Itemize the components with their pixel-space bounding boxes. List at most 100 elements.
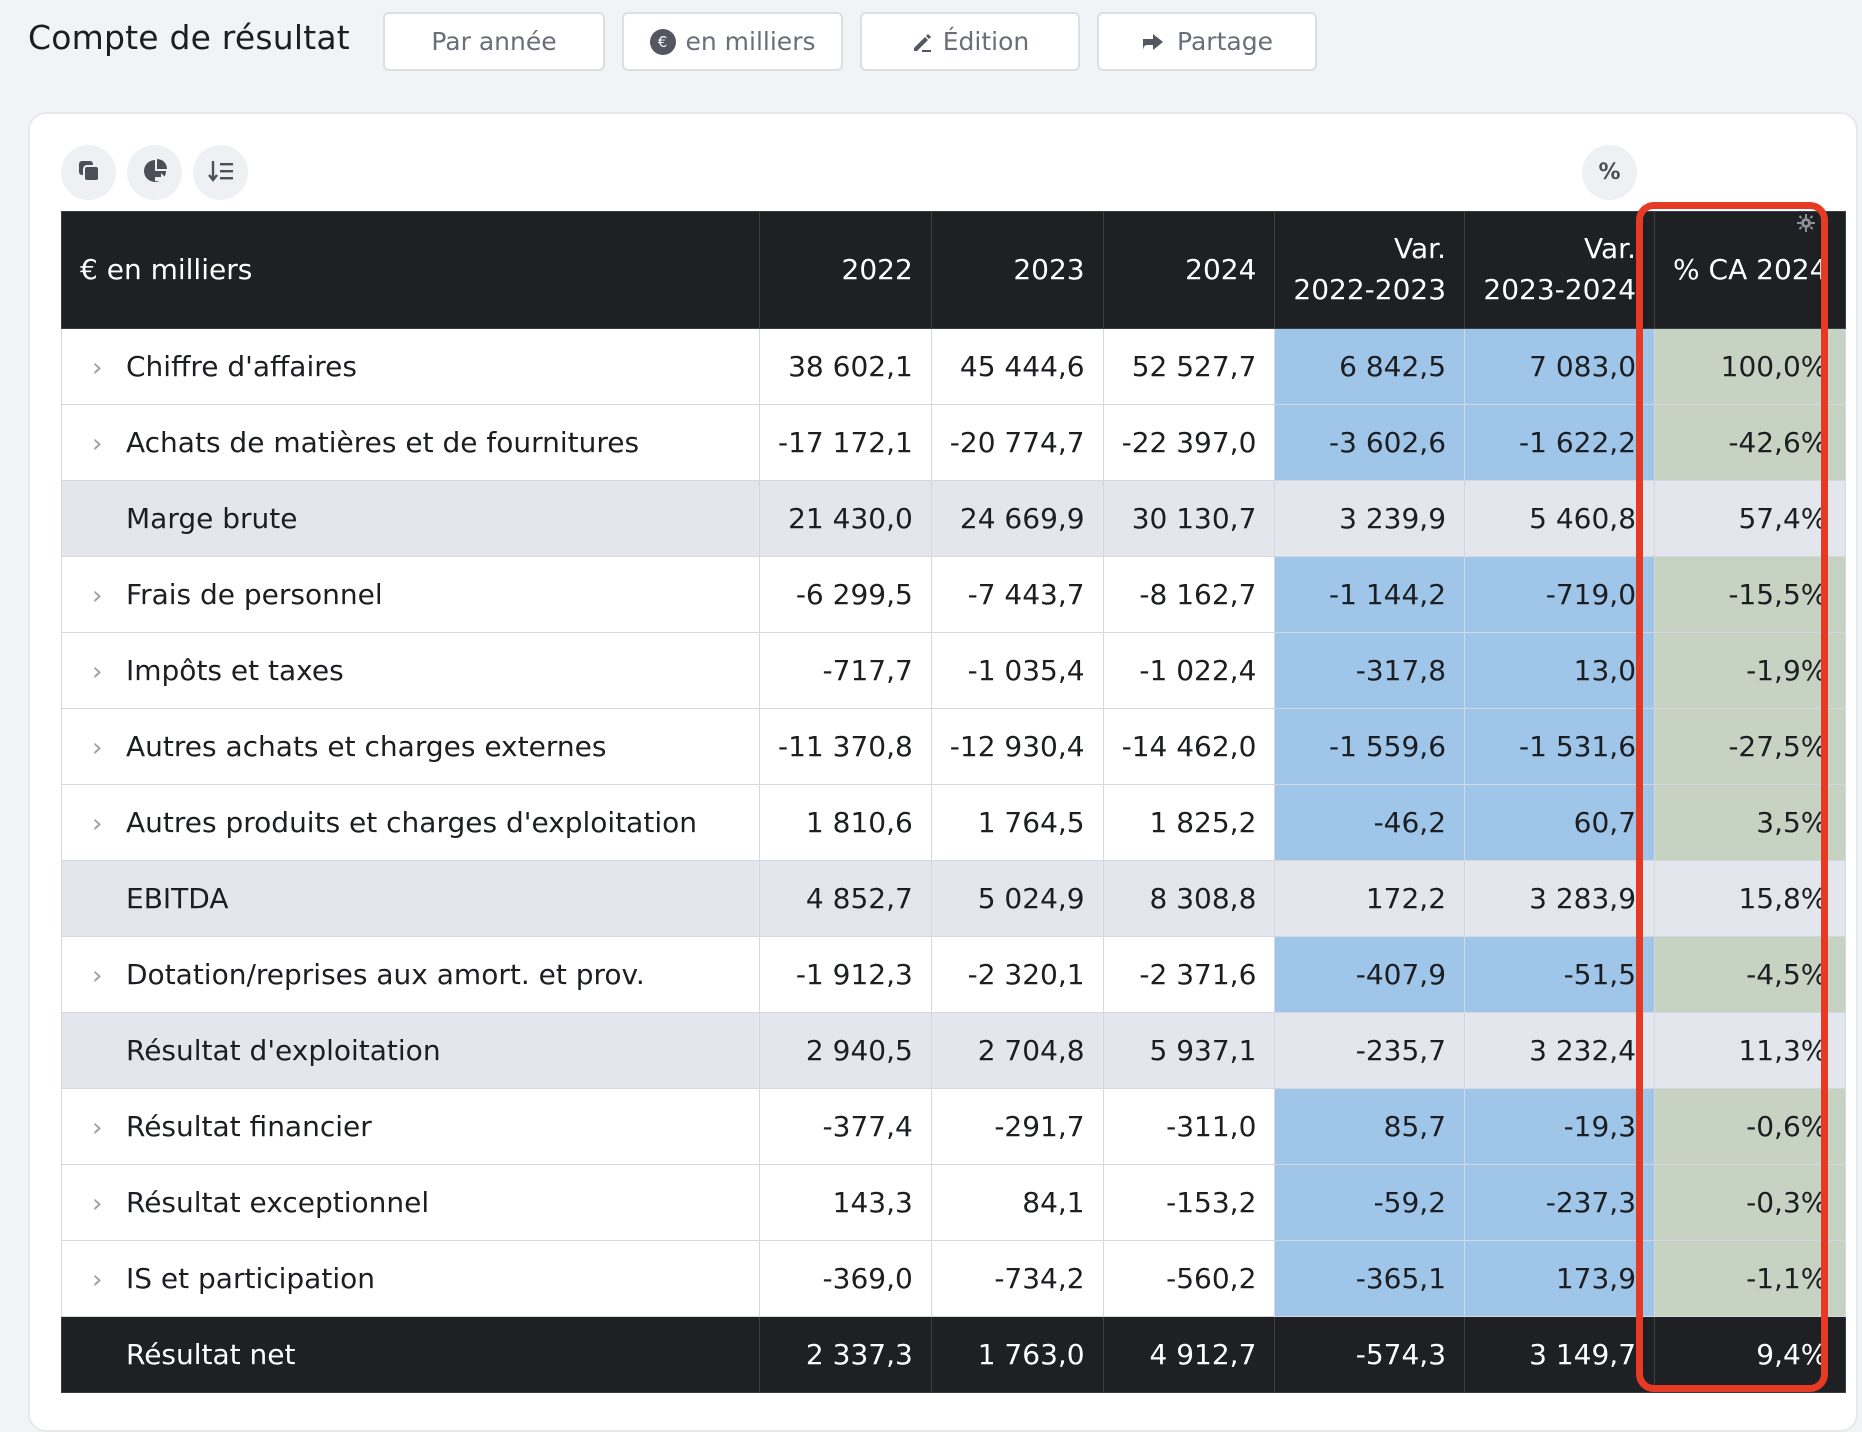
variance-2022-2023: -235,7 [1274, 1012, 1466, 1089]
chevron-right-icon[interactable]: › [92, 1113, 103, 1143]
table-row[interactable]: › Résultat exceptionnel 143,3 84,1 -153,2 -59… [61, 1164, 1847, 1241]
units-button[interactable]: € en milliers [622, 12, 843, 71]
value-2024: 5 937,1 [1102, 1012, 1276, 1089]
table-row[interactable]: › Dotation/reprises aux amort. et prov. -1… [61, 936, 1847, 1013]
variance-2022-2023: -317,8 [1274, 632, 1466, 709]
row-label-cell[interactable]: › Frais de personnel [61, 556, 760, 633]
chevron-right-icon[interactable]: › [92, 733, 103, 763]
chevron-right-icon[interactable]: › [92, 961, 103, 991]
value-2024: -8 162,7 [1102, 556, 1276, 633]
row-label: Marge brute [126, 502, 298, 535]
value-2024: -22 397,0 [1102, 404, 1276, 481]
table-row[interactable]: › Frais de personnel -6 299,5 -7 443,7 -8 16… [61, 556, 1847, 633]
table-row[interactable]: › Autres produits et charges d'exploitati… [61, 784, 1847, 861]
variance-2022-2023: -3 602,6 [1274, 404, 1466, 481]
chevron-right-icon[interactable]: › [92, 353, 103, 383]
row-label-cell[interactable]: › Dotation/reprises aux amort. et prov. [61, 936, 760, 1013]
value-2022: -6 299,5 [759, 556, 932, 633]
value-2024: 52 527,7 [1102, 328, 1276, 405]
chevron-right-icon[interactable]: › [92, 809, 103, 839]
table-row[interactable]: › Résultat financier -377,4 -291,7 -311,0 85,… [61, 1088, 1847, 1165]
pct-ca-2024: -42,6% [1654, 404, 1847, 481]
table-row[interactable]: › IS et participation -369,0 -734,2 -560,2 -3… [61, 1240, 1847, 1317]
variance-2023-2024: 13,0 [1464, 632, 1656, 709]
value-2022: 1 810,6 [759, 784, 932, 861]
row-label-cell[interactable]: › Impôts et taxes [61, 632, 760, 709]
edit-button-label: Édition [942, 27, 1030, 56]
row-label-cell: Marge brute [61, 480, 760, 557]
value-2024: -14 462,0 [1102, 708, 1276, 785]
header-2023: 2023 [930, 211, 1104, 329]
value-2023: -20 774,7 [930, 404, 1104, 481]
row-label-cell[interactable]: › Résultat financier [61, 1088, 760, 1165]
row-label-cell[interactable]: › Autres achats et charges externes [61, 708, 760, 785]
header-var-2022-2023: Var. 2022-2023 [1274, 211, 1466, 329]
table-row: EBITDA 4 852,7 5 024,9 8 308,8 172,2 3 283,9 1… [61, 860, 1847, 937]
units-button-label: en milliers [685, 27, 816, 56]
value-2023: 1 763,0 [930, 1316, 1104, 1393]
chevron-right-icon[interactable]: › [92, 657, 103, 687]
variance-2023-2024: -1 622,2 [1464, 404, 1656, 481]
variance-2023-2024: 3 149,7 [1464, 1316, 1656, 1393]
value-2024: -311,0 [1102, 1088, 1276, 1165]
page-title: Compte de résultat [28, 18, 350, 57]
row-label: Résultat net [126, 1338, 296, 1371]
percent-toggle-button[interactable]: % [1582, 145, 1637, 200]
variance-2023-2024: -19,3 [1464, 1088, 1656, 1165]
sort-button[interactable] [193, 145, 248, 200]
value-2023: 24 669,9 [930, 480, 1104, 557]
table-row[interactable]: › Achats de matières et de fournitures -17… [61, 404, 1847, 481]
value-2022: -17 172,1 [759, 404, 932, 481]
value-2023: -291,7 [930, 1088, 1104, 1165]
row-label-cell[interactable]: › Autres produits et charges d'exploitati… [61, 784, 760, 861]
row-label-cell[interactable]: › Résultat exceptionnel [61, 1164, 760, 1241]
table-row[interactable]: › Autres achats et charges externes -11 37… [61, 708, 1847, 785]
row-label-cell[interactable]: › Achats de matières et de fournitures [61, 404, 760, 481]
value-2022: -377,4 [759, 1088, 932, 1165]
header-var-2023-2024: Var. 2023-2024 [1464, 211, 1656, 329]
chevron-right-icon[interactable]: › [92, 1265, 103, 1295]
value-2024: 4 912,7 [1102, 1316, 1276, 1393]
pct-ca-2024: 100,0% [1654, 328, 1847, 405]
variance-2023-2024: 7 083,0 [1464, 328, 1656, 405]
variance-2022-2023: -59,2 [1274, 1164, 1466, 1241]
value-2023: 2 704,8 [930, 1012, 1104, 1089]
table-header-row: € en milliers 2022 2023 2024 Var. 2022-20… [61, 211, 1847, 329]
pct-ca-2024: 11,3% [1654, 1012, 1847, 1089]
value-2023: -2 320,1 [930, 936, 1104, 1013]
chevron-right-icon[interactable]: › [92, 429, 103, 459]
row-label: Frais de personnel [126, 578, 383, 611]
row-label: Autres produits et charges d'exploitatio… [126, 806, 697, 839]
value-2023: 45 444,6 [930, 328, 1104, 405]
row-label-cell: EBITDA [61, 860, 760, 937]
variance-2023-2024: -719,0 [1464, 556, 1656, 633]
row-label: EBITDA [126, 882, 229, 915]
edit-button[interactable]: Édition [860, 12, 1080, 71]
variance-2022-2023: -1 559,6 [1274, 708, 1466, 785]
value-2022: 4 852,7 [759, 860, 932, 937]
table-row[interactable]: › Impôts et taxes -717,7 -1 035,4 -1 022,4 -3… [61, 632, 1847, 709]
chart-export-button[interactable] [127, 145, 182, 200]
euro-icon: € [649, 28, 676, 55]
value-2024: -153,2 [1102, 1164, 1276, 1241]
table-row: Résultat d'exploitation 2 940,5 2 704,8 5 9… [61, 1012, 1847, 1089]
row-label: IS et participation [126, 1262, 375, 1295]
variance-2022-2023: -1 144,2 [1274, 556, 1466, 633]
row-label-cell[interactable]: › IS et participation [61, 1240, 760, 1317]
gear-icon[interactable] [1797, 214, 1815, 232]
variance-2022-2023: -407,9 [1274, 936, 1466, 1013]
chevron-right-icon[interactable]: › [92, 581, 103, 611]
chevron-right-icon[interactable]: › [92, 1189, 103, 1219]
period-button[interactable]: Par année [383, 12, 605, 71]
pct-ca-2024: -0,6% [1654, 1088, 1847, 1165]
variance-2023-2024: 5 460,8 [1464, 480, 1656, 557]
variance-2023-2024: 173,9 [1464, 1240, 1656, 1317]
row-label-cell[interactable]: › Chiffre d'affaires [61, 328, 760, 405]
header-2022: 2022 [759, 211, 932, 329]
share-button[interactable]: Partage [1097, 12, 1317, 71]
copy-button[interactable] [61, 145, 116, 200]
table-row: Résultat net 2 337,3 1 763,0 4 912,7 -574,3 3… [61, 1316, 1847, 1393]
pct-ca-2024: 15,8% [1654, 860, 1847, 937]
table-row[interactable]: › Chiffre d'affaires 38 602,1 45 444,6 52 52… [61, 328, 1847, 405]
header-pct-ca-2024[interactable]: % CA 2024 [1654, 211, 1847, 329]
